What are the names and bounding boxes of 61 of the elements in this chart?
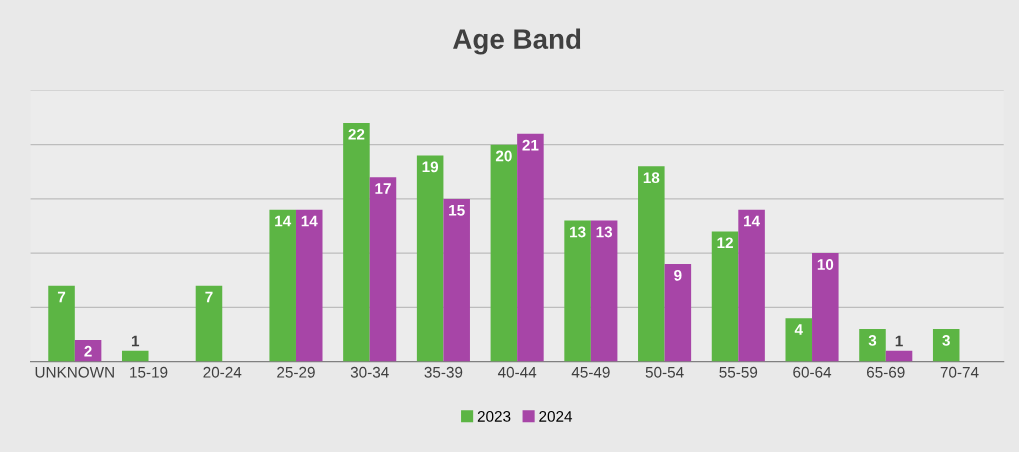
data-label: 22 xyxy=(348,128,365,140)
chart-title: Age Band xyxy=(453,28,581,55)
bar xyxy=(590,220,618,362)
bar xyxy=(48,285,75,362)
x-tick-label: 65-69 xyxy=(867,366,905,378)
x-tick-label: 25-29 xyxy=(277,366,315,378)
bar xyxy=(416,155,444,362)
x-tick-label: 45-49 xyxy=(571,366,610,378)
data-label: 17 xyxy=(375,183,391,194)
data-label: 13 xyxy=(570,226,586,238)
bar xyxy=(812,253,839,362)
x-tick-label: 60-64 xyxy=(793,366,832,378)
x-tick-label: 70-74 xyxy=(940,366,979,378)
data-label: 3 xyxy=(868,335,877,346)
data-label: 14 xyxy=(275,215,292,227)
bar xyxy=(195,285,223,362)
bar xyxy=(517,133,544,362)
legend-label: 2024 xyxy=(539,411,573,422)
data-label: 1 xyxy=(895,335,903,347)
data-label: 7 xyxy=(205,291,213,303)
bar xyxy=(859,329,886,362)
data-label: 19 xyxy=(422,161,439,173)
data-label: 15 xyxy=(449,205,465,216)
data-label: 7 xyxy=(57,291,66,303)
x-tick-label: 30-34 xyxy=(350,366,389,378)
bar xyxy=(638,166,665,362)
bar xyxy=(664,263,692,362)
bar xyxy=(443,198,470,362)
bar xyxy=(564,220,591,362)
bar xyxy=(369,177,397,362)
bar xyxy=(711,231,739,362)
data-label: 20 xyxy=(495,150,512,162)
x-tick-label: 50-54 xyxy=(645,366,684,378)
data-label: 18 xyxy=(643,172,660,184)
bar xyxy=(785,318,813,362)
bar xyxy=(295,209,323,362)
data-label: 10 xyxy=(817,259,834,270)
data-label: 4 xyxy=(794,324,803,335)
x-tick-label: 20-24 xyxy=(203,366,242,378)
x-tick-label: UNKNOWN xyxy=(35,366,114,378)
legend-label: 2023 xyxy=(477,411,511,422)
bar xyxy=(738,209,765,362)
data-label: 9 xyxy=(674,269,682,281)
x-tick-label: 15-19 xyxy=(130,366,168,378)
x-tick-label: 40-44 xyxy=(497,366,537,378)
bar xyxy=(343,122,370,362)
x-tick-label: 35-39 xyxy=(424,366,463,378)
data-label: 3 xyxy=(942,335,950,346)
data-label: 21 xyxy=(522,139,539,151)
bar xyxy=(885,350,913,362)
data-label: 14 xyxy=(301,215,318,227)
bar xyxy=(490,144,518,362)
x-tick-label: 55-59 xyxy=(719,366,758,378)
data-label: 13 xyxy=(596,226,613,238)
data-label: 1 xyxy=(131,335,140,347)
data-label: 14 xyxy=(744,215,760,227)
bar xyxy=(932,329,960,362)
data-label: 12 xyxy=(717,237,733,249)
data-label: 2 xyxy=(84,345,92,357)
bar xyxy=(121,350,149,362)
bar xyxy=(269,209,296,362)
